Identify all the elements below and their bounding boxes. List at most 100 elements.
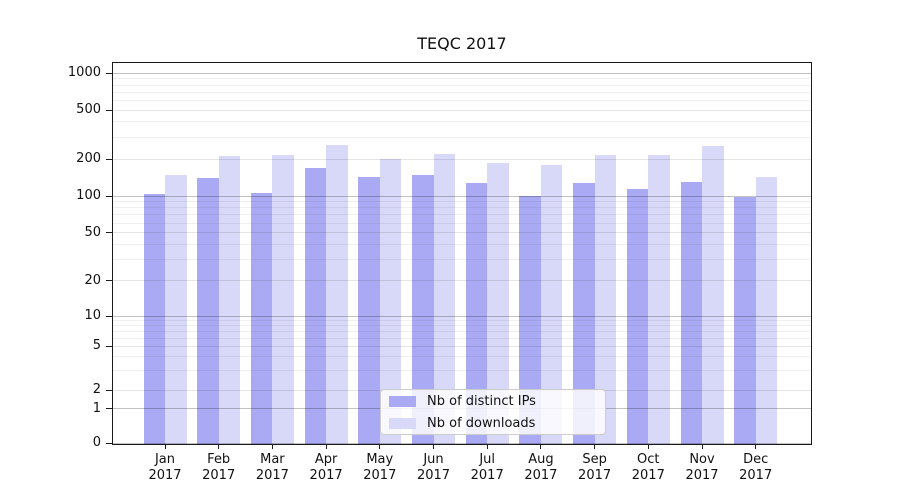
legend-label-distinct-ips: Nb of distinct IPs (427, 393, 536, 409)
gridline-100 (113, 195, 811, 197)
legend-swatch-distinct-ips-icon (389, 395, 416, 407)
y-tick-mark (106, 345, 112, 347)
x-tick-label-oct: Oct 2017 (618, 452, 678, 484)
bar-distinct-ips-oct (626, 189, 649, 444)
y-tick-mark (106, 280, 112, 282)
chart-title: TEQC 2017 (417, 34, 507, 53)
x-label-month: Jul (479, 452, 496, 467)
legend-swatch-downloads-icon (389, 417, 416, 429)
y-tick-label: 100 (76, 188, 101, 203)
x-tick-label-jan: Jan 2017 (135, 452, 195, 484)
gridline-minor-800 (113, 84, 811, 86)
x-tick-mark (647, 445, 649, 449)
x-tick-label-aug: Aug 2017 (511, 452, 571, 484)
bar-distinct-ips-sep (573, 183, 595, 444)
x-label-year: 2017 (202, 468, 236, 483)
x-label-month: Aug (528, 452, 554, 467)
bar-downloads-jan (165, 175, 187, 444)
y-tick-mark (106, 109, 112, 111)
bar-distinct-ips-nov (680, 182, 702, 444)
x-label-month: May (366, 452, 394, 467)
gridline-5 (113, 345, 811, 347)
x-label-month: Oct (637, 452, 660, 467)
bar-downloads-dec (755, 177, 778, 444)
legend-item-downloads: Nb of downloads (381, 412, 605, 434)
x-tick-label-nov: Nov 2017 (672, 452, 732, 484)
y-tick-mark (106, 408, 112, 410)
x-tick-mark (271, 445, 273, 449)
gridline-minor-3 (113, 370, 811, 372)
gridline-minor-60 (113, 222, 811, 224)
bar-distinct-ips-jul (465, 183, 488, 444)
x-label-year: 2017 (739, 468, 773, 483)
y-tick-label: 5 (92, 338, 101, 353)
x-tick-mark (164, 445, 166, 449)
bar-distinct-ips-apr (304, 167, 327, 444)
y-tick-label: 10 (84, 308, 101, 323)
x-label-year: 2017 (363, 468, 397, 483)
x-label-month: Nov (689, 452, 715, 467)
x-tick-mark (379, 445, 381, 449)
y-tick-label: 0 (92, 435, 101, 450)
gridline-minor-70 (113, 214, 811, 216)
x-label-year: 2017 (416, 468, 451, 483)
gridline-1000 (113, 72, 811, 74)
bar-downloads-may (379, 159, 402, 444)
gridline-minor-900 (113, 78, 811, 80)
y-tick-label: 2 (92, 382, 101, 397)
x-label-year: 2017 (148, 468, 182, 483)
x-tick-label-mar: Mar 2017 (242, 452, 302, 484)
x-label-month: Mar (260, 452, 285, 467)
bar-distinct-ips-may (358, 177, 380, 444)
x-tick-label-sep: Sep 2017 (565, 452, 625, 484)
legend-label-downloads: Nb of downloads (427, 415, 536, 431)
gridline-minor-8 (113, 325, 811, 327)
gridline-minor-6 (113, 337, 811, 339)
bar-downloads-aug (540, 164, 563, 444)
gridline-minor-400 (113, 121, 811, 123)
x-tick-mark (325, 445, 327, 449)
bar-downloads-feb (218, 155, 241, 444)
x-label-year: 2017 (524, 468, 558, 483)
x-label-year: 2017 (578, 468, 612, 483)
gridline-20 (113, 280, 811, 282)
y-tick-mark (106, 315, 112, 317)
x-tick-label-may: May 2017 (350, 452, 410, 484)
bar-distinct-ips-dec (734, 196, 756, 444)
y-tick-label: 500 (76, 102, 101, 117)
gridline-200 (113, 158, 811, 160)
x-tick-mark (755, 445, 757, 449)
legend: Nb of distinct IPs Nb of downloads (380, 389, 606, 435)
x-label-month: Jan (154, 452, 176, 467)
x-tick-label-dec: Dec 2017 (726, 452, 786, 484)
bar-downloads-sep (594, 155, 617, 444)
gridline-500 (113, 109, 811, 111)
gridline-0 (113, 442, 811, 444)
plot-frame (112, 62, 812, 445)
y-tick-label: 200 (76, 151, 101, 167)
x-label-year: 2017 (309, 468, 343, 483)
y-tick-mark (106, 442, 112, 444)
x-tick-label-apr: Apr 2017 (296, 452, 356, 484)
gridline-minor-90 (113, 201, 811, 203)
y-tick-mark (106, 72, 112, 74)
x-tick-mark (540, 445, 542, 449)
gridline-minor-700 (113, 91, 811, 93)
bar-downloads-oct (648, 154, 670, 444)
y-tick-mark (106, 195, 112, 197)
x-label-year: 2017 (470, 468, 504, 483)
bar-downloads-jun (433, 154, 455, 444)
bar-downloads-apr (326, 145, 348, 444)
gridline-minor-40 (113, 243, 811, 245)
y-tick-mark (106, 232, 112, 234)
x-tick-mark (486, 445, 488, 449)
x-tick-label-jun: Jun 2017 (404, 452, 464, 484)
x-label-month: Dec (743, 452, 769, 467)
x-tick-label-jul: Jul 2017 (457, 452, 517, 484)
bar-downloads-nov (702, 145, 724, 444)
bar-distinct-ips-feb (197, 178, 219, 444)
x-label-year: 2017 (685, 468, 719, 483)
